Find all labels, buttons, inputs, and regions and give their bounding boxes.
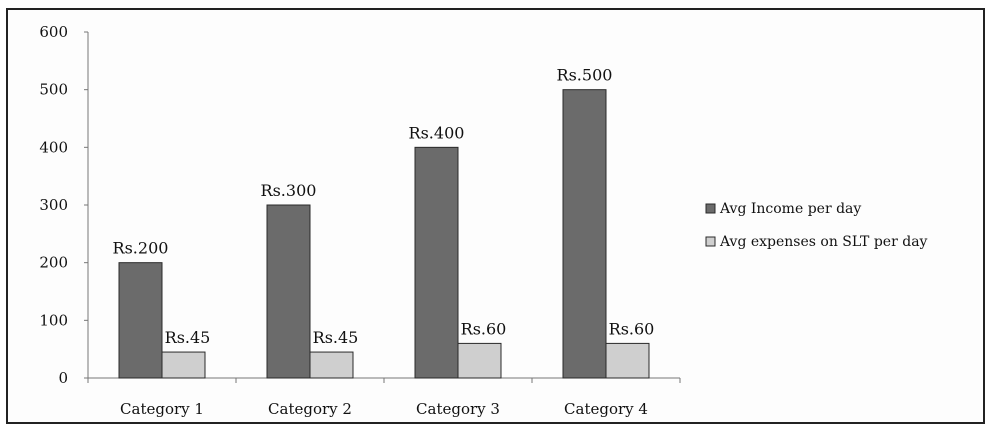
y-tick-label: 0 [58,369,68,387]
legend-swatch [705,203,716,214]
data-label: Rs.60 [461,319,507,338]
data-label: Rs.45 [313,328,359,347]
data-label: Rs.300 [261,181,317,200]
bar-expenses [161,351,206,379]
bar-income [414,146,459,379]
bar-income [118,262,163,379]
x-tick-label: Category 4 [564,400,648,418]
x-tick-label: Category 3 [416,400,500,418]
data-label: Rs.500 [557,66,613,85]
data-label: Rs.60 [609,319,655,338]
data-labels: Rs.200 Rs.45 Rs.300 Rs.45 Rs.400 Rs.60 Rs.500 R… [113,66,655,347]
x-tick-label: Category 1 [120,400,204,418]
y-tick-label: 200 [39,254,68,272]
y-tick-label: 500 [39,81,68,99]
data-label: Rs.200 [113,239,169,258]
bars [118,89,650,379]
y-axis: 0 100 200 300 400 500 600 [39,23,89,387]
bar-income [562,89,607,379]
x-tick-label: Category 2 [268,400,352,418]
y-tick-label: 400 [39,138,68,156]
legend: Avg Income per day Avg expenses on SLT pe… [705,201,928,250]
y-tick-label: 100 [39,311,68,329]
bar-expenses [457,342,502,379]
x-axis: Category 1 Category 2 Category 3 Category 4 [87,377,681,418]
legend-label: Avg Income per day [719,201,861,217]
y-tick-label: 300 [39,196,68,214]
legend-swatch [705,236,716,247]
data-label: Rs.45 [165,328,211,347]
legend-label: Avg expenses on SLT per day [719,234,928,250]
bar-expenses [605,342,650,379]
bar-income [266,204,311,379]
y-tick-label: 600 [39,23,68,41]
bar-expenses [309,351,354,379]
data-label: Rs.400 [409,123,465,142]
